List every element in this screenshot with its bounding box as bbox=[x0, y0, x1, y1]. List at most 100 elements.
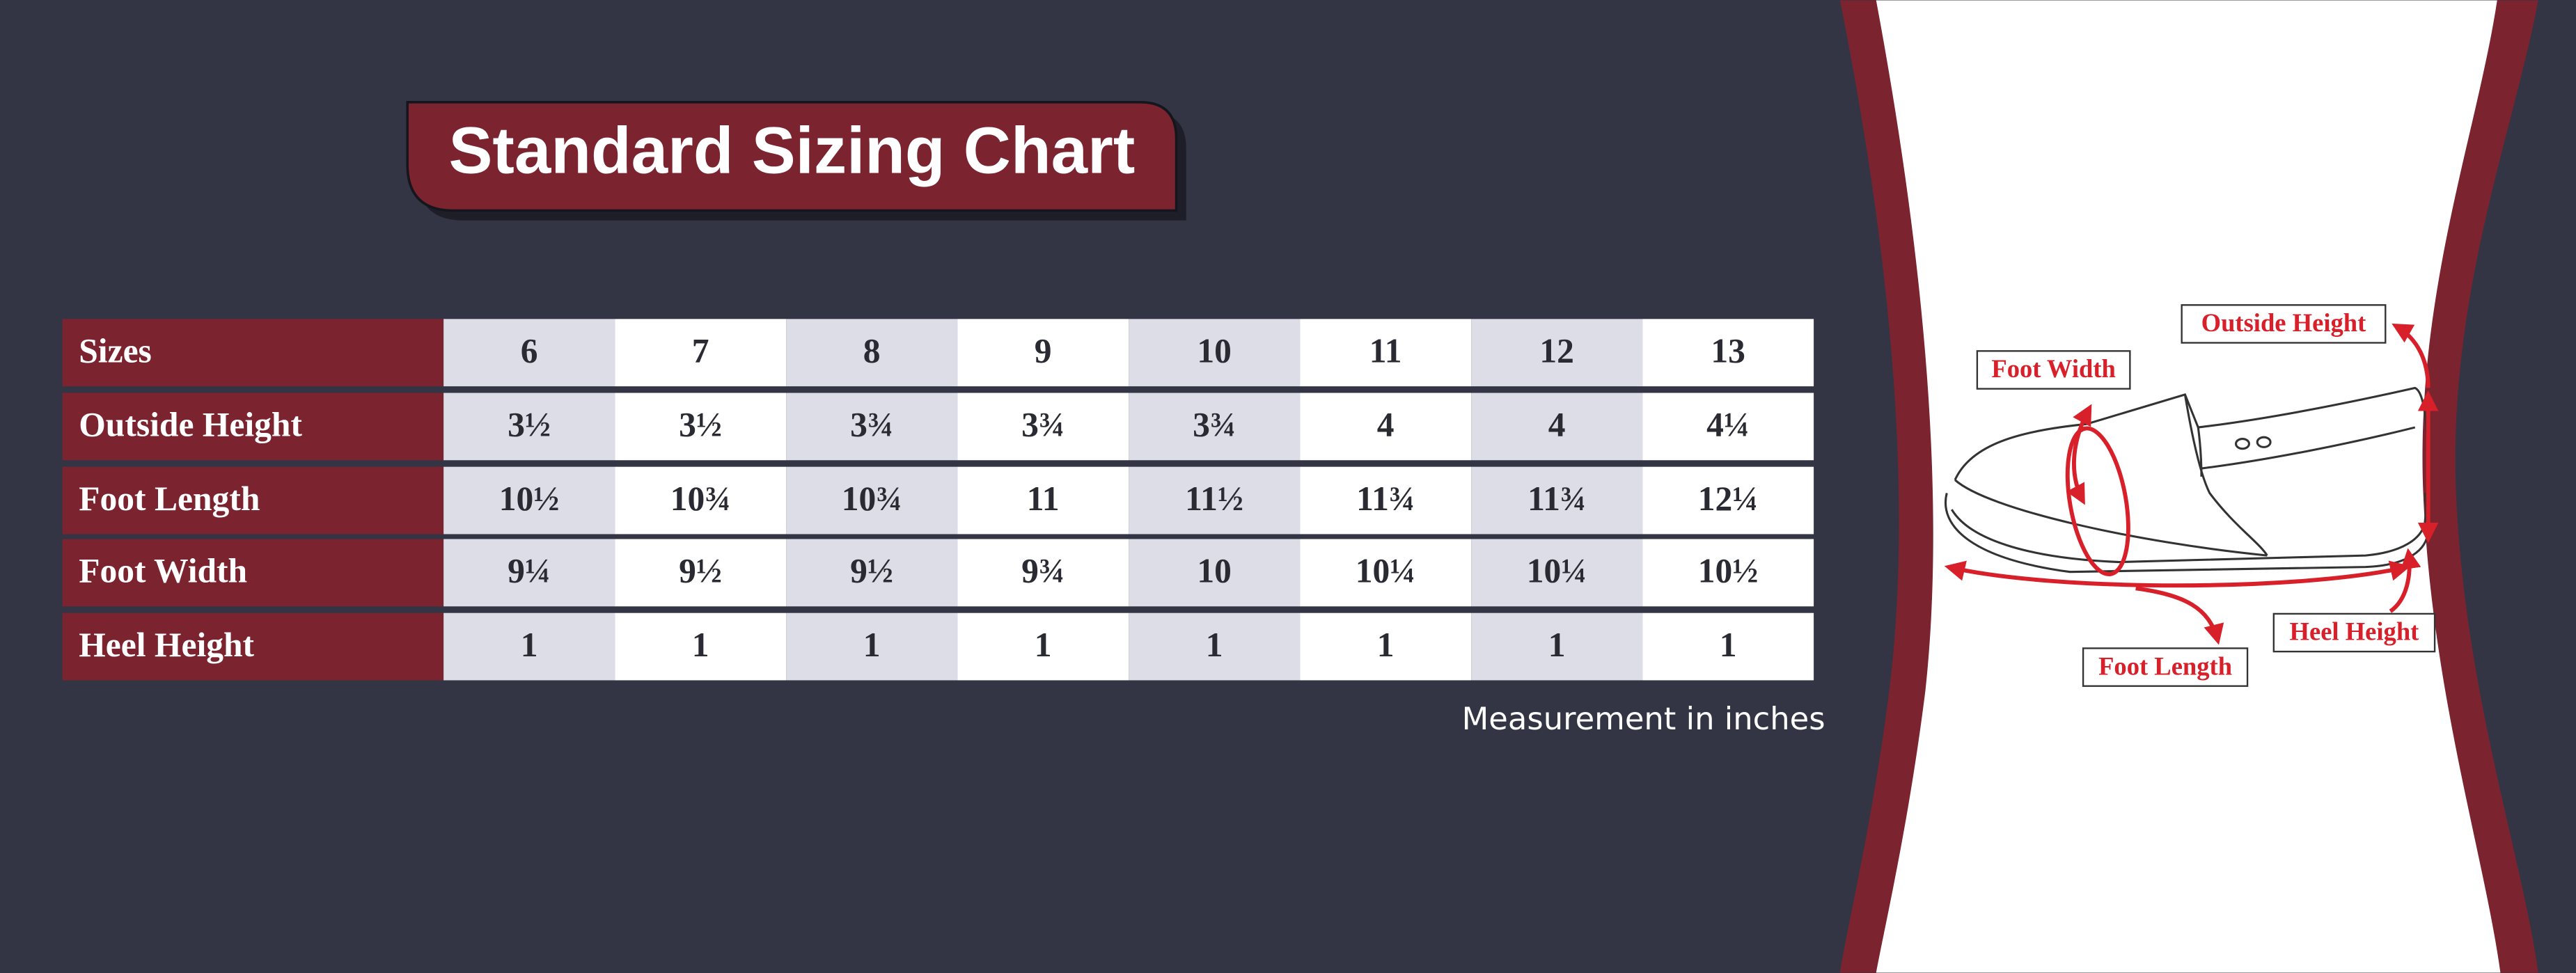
label-box bbox=[2082, 647, 2249, 687]
cell-bg bbox=[1300, 612, 1472, 681]
cell: 6 bbox=[521, 331, 538, 370]
cell: 11¾ bbox=[1527, 480, 1586, 518]
cell-bg bbox=[1129, 466, 1301, 535]
cell-bg bbox=[1642, 319, 1814, 387]
cell: 3½ bbox=[679, 406, 722, 444]
cell-bg bbox=[957, 466, 1129, 535]
cell-bg bbox=[957, 393, 1129, 461]
cell-bg bbox=[1300, 466, 1472, 535]
cell-bg bbox=[1642, 466, 1814, 535]
cell-bg bbox=[443, 612, 615, 681]
cell-bg bbox=[1642, 393, 1814, 461]
cell: 9½ bbox=[850, 552, 893, 590]
cell-bg bbox=[615, 393, 787, 461]
cell-bg bbox=[615, 319, 787, 387]
cell: 1 bbox=[1720, 626, 1737, 664]
cell: 8 bbox=[863, 331, 881, 370]
row-label: Foot Length bbox=[79, 480, 260, 518]
cell: 1 bbox=[1377, 626, 1395, 664]
cell-bg bbox=[1300, 319, 1472, 387]
cell: 9¾ bbox=[1021, 552, 1065, 590]
row-label-cell bbox=[62, 466, 444, 535]
cell-bg bbox=[957, 319, 1129, 387]
cell: 1 bbox=[1548, 626, 1566, 664]
cell-bg bbox=[615, 539, 787, 607]
cell-bg bbox=[1129, 319, 1301, 387]
cell: 9¼ bbox=[508, 552, 551, 590]
cell: 9½ bbox=[679, 552, 722, 590]
cell-bg bbox=[957, 539, 1129, 607]
cell: 12 bbox=[1539, 331, 1574, 370]
row-label-cell bbox=[62, 539, 444, 607]
cell: 13 bbox=[1711, 331, 1745, 370]
cell-bg bbox=[1471, 612, 1643, 681]
cell: 10¼ bbox=[1527, 552, 1587, 590]
cell: 10½ bbox=[499, 480, 560, 518]
cell: 3¾ bbox=[1193, 406, 1236, 444]
cell: 3¾ bbox=[1021, 406, 1065, 444]
cell-bg bbox=[615, 466, 787, 535]
cell: 10¼ bbox=[1356, 552, 1416, 590]
cell: 11½ bbox=[1185, 480, 1243, 518]
cell: 11 bbox=[1369, 331, 1402, 370]
cell-bg bbox=[1642, 612, 1814, 681]
cell: 11 bbox=[1027, 480, 1060, 518]
cell-bg bbox=[1471, 466, 1643, 535]
diagram-label: Foot Length bbox=[2098, 651, 2232, 680]
measure-arrows bbox=[1944, 323, 2439, 645]
diagram-labels: Outside Height Foot Width Heel Height Foot … bbox=[1976, 304, 2436, 687]
cell: 3¾ bbox=[850, 406, 893, 444]
cell: 7 bbox=[692, 331, 709, 370]
note: Measurement in inches bbox=[1462, 700, 1825, 737]
row-label: Foot Width bbox=[79, 552, 247, 590]
cell: 10¾ bbox=[670, 480, 731, 518]
panel bbox=[1876, 0, 2501, 973]
cell-bg bbox=[786, 393, 958, 461]
cell: 1 bbox=[863, 626, 881, 664]
cell-bg bbox=[786, 319, 958, 387]
cell-bg bbox=[1129, 539, 1301, 607]
cell-bg bbox=[786, 466, 958, 535]
cell-bg bbox=[1129, 612, 1301, 681]
cell: 1 bbox=[521, 626, 538, 664]
cell-bg bbox=[957, 612, 1129, 681]
cell: 3½ bbox=[508, 406, 551, 444]
cell: 4 bbox=[1377, 406, 1395, 444]
cell: 1 bbox=[1206, 626, 1223, 664]
cell-bg bbox=[1300, 393, 1472, 461]
cell-bg bbox=[1471, 393, 1643, 461]
cell-bg bbox=[1471, 539, 1643, 607]
cell: 4¼ bbox=[1706, 406, 1750, 444]
cell: 10¾ bbox=[842, 480, 902, 518]
row-label: Outside Height bbox=[79, 406, 302, 444]
diagram-label: Heel Height bbox=[2290, 617, 2420, 646]
cell: 10 bbox=[1197, 331, 1232, 370]
title: Standard Sizing Chart bbox=[448, 114, 1135, 187]
cell-bg bbox=[443, 393, 615, 461]
cell-bg bbox=[615, 612, 787, 681]
row-label: Sizes bbox=[79, 331, 152, 370]
diagram-label: Outside Height bbox=[2201, 308, 2366, 337]
row-label: Heel Height bbox=[79, 626, 254, 664]
diagram-label: Foot Width bbox=[1991, 354, 2115, 383]
cell-bg bbox=[786, 539, 958, 607]
cell-bg bbox=[1642, 539, 1814, 607]
cell: 1 bbox=[692, 626, 709, 664]
row-label-cell bbox=[62, 319, 444, 387]
label-box bbox=[2181, 304, 2387, 344]
row-label-cell bbox=[62, 393, 444, 461]
row-label-cell bbox=[62, 612, 444, 681]
cell: 11¾ bbox=[1356, 480, 1415, 518]
label-box bbox=[2272, 612, 2436, 653]
title-banner bbox=[406, 101, 1178, 212]
label-box bbox=[1976, 350, 2131, 390]
cell-bg bbox=[786, 612, 958, 681]
cell-bg bbox=[1129, 393, 1301, 461]
cell-bg bbox=[443, 466, 615, 535]
cell-bg bbox=[1471, 319, 1643, 387]
cell: 9 bbox=[1035, 331, 1052, 370]
cell: 10½ bbox=[1698, 552, 1759, 590]
